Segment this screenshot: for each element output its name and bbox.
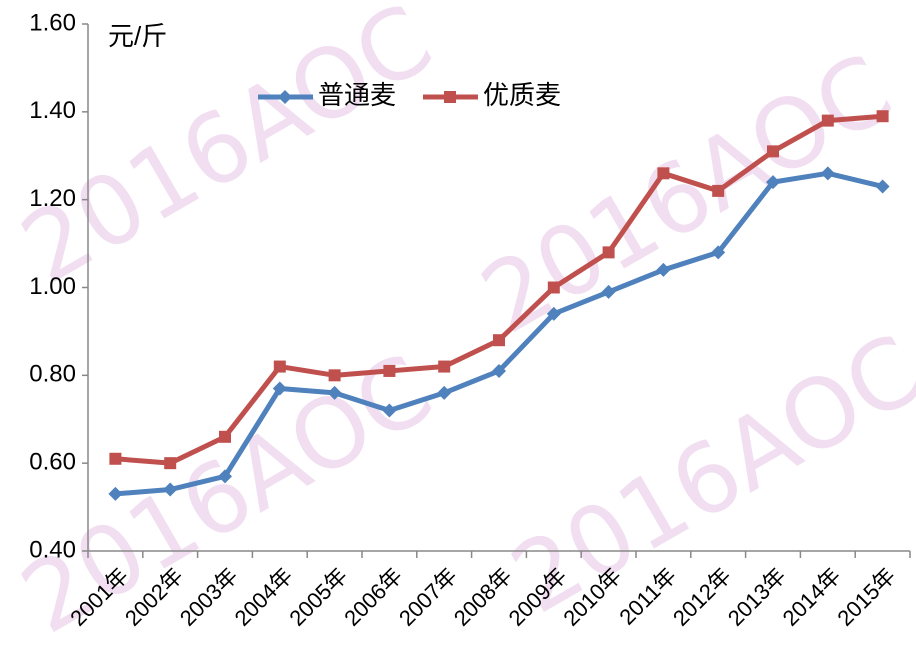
series-marker [383, 364, 396, 377]
x-tick-label: 2014年 [778, 563, 846, 631]
x-tick-label: 2007年 [394, 563, 462, 631]
series-marker [820, 166, 835, 181]
series-marker [108, 486, 123, 501]
series-marker [547, 281, 560, 294]
series-marker [163, 482, 178, 497]
series-marker [657, 167, 670, 180]
series-marker [218, 469, 232, 484]
x-tick-label: 2013年 [723, 563, 791, 631]
series-marker [382, 403, 397, 418]
series-marker [219, 430, 231, 443]
legend-marker [278, 90, 292, 104]
series-marker [492, 363, 506, 378]
series-marker [327, 385, 342, 400]
series-marker [712, 184, 725, 197]
y-tick-label: 0.60 [29, 449, 76, 476]
series-marker [273, 360, 286, 373]
series-marker [602, 246, 615, 259]
legend-label: 优质麦 [483, 80, 561, 110]
y-tick-label: 1.20 [29, 185, 76, 212]
series-marker [109, 452, 122, 465]
series-marker [766, 175, 780, 190]
series-marker [875, 179, 890, 194]
series-marker [328, 369, 341, 382]
x-tick-label: 2004年 [230, 563, 298, 631]
series-marker [656, 262, 671, 277]
y-tick-label: 1.00 [29, 273, 76, 300]
series-marker [437, 385, 452, 400]
legend-marker [444, 91, 456, 103]
series-marker [711, 245, 726, 260]
x-tick-label: 2015年 [832, 563, 900, 631]
series-marker [601, 284, 616, 299]
series-marker [272, 381, 287, 396]
x-tick-label: 2005年 [284, 563, 352, 631]
y-tick-label: 1.60 [29, 9, 76, 36]
y-tick-label: 1.40 [29, 97, 76, 124]
x-tick-label: 2012年 [668, 563, 736, 631]
watermark: 2016AOC [3, 0, 449, 305]
x-tick-label: 2006年 [339, 563, 407, 631]
series-marker [821, 114, 834, 127]
x-tick-label: 2008年 [449, 563, 517, 631]
series-marker [438, 360, 451, 373]
series-marker [876, 110, 889, 123]
y-axis-unit: 元/斤 [108, 21, 167, 51]
series-marker [164, 457, 177, 470]
legend-label: 普通麦 [318, 80, 396, 110]
series-marker [546, 306, 561, 321]
series-marker [767, 145, 779, 158]
y-tick-label: 0.40 [29, 536, 76, 563]
y-tick-label: 0.80 [29, 361, 76, 388]
series-marker [493, 334, 505, 347]
